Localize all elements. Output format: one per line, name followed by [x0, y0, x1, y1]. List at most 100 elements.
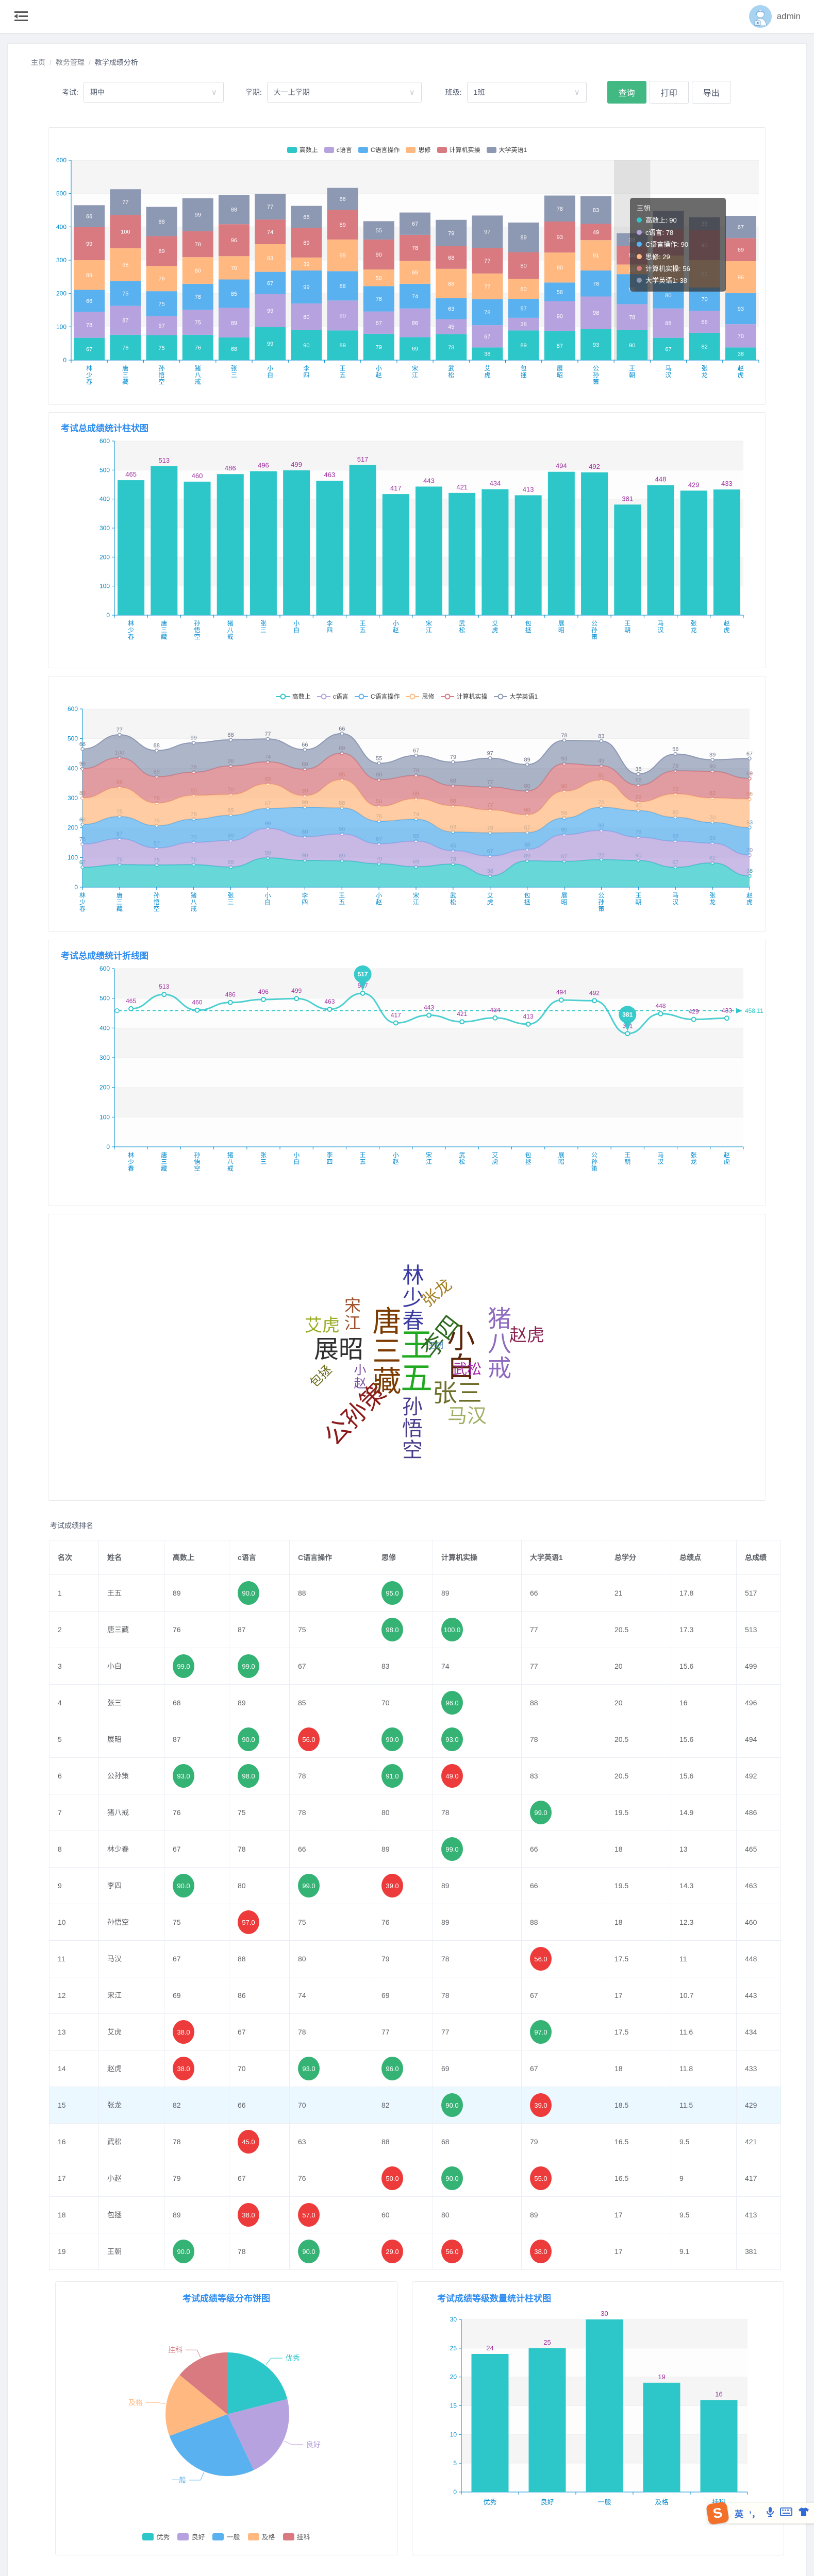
table-row[interactable]: 11 马汉 67 88 80 79 78 56.0 17.5 11 448 [49, 1940, 781, 1977]
table-row[interactable]: 15 张龙 82 66 70 82 90.0 39.0 18.5 11.5 429 [49, 2087, 781, 2124]
table-row[interactable]: 6 公孙策 93.0 98.0 78 91.0 49.0 83 20.5 15.6 492 [49, 1757, 781, 1794]
total-line-chart[interactable]: 0 100 200 300 400 500 600 458.11 465 513 460 486 496… [48, 961, 766, 1196]
svg-text:78: 78 [412, 245, 418, 251]
wordcloud-word: 公孙策 [319, 1379, 392, 1451]
grade-bar-chart[interactable]: 0510152025302425301916优秀良好一般及格挂科 [412, 2304, 784, 2538]
svg-text:小白: 小白 [293, 1151, 300, 1165]
legend-item[interactable]: 良好 [177, 2532, 205, 2541]
legend-item[interactable]: 一般 [212, 2532, 240, 2541]
semester-select[interactable]: 大一上学期 ∨ [267, 82, 422, 103]
svg-text:434: 434 [490, 480, 501, 487]
exam-select[interactable]: 期中 ∨ [83, 82, 224, 103]
table-row[interactable]: 18 包拯 89 38.0 57.0 60 80 89 17 9.5 413 [49, 2196, 781, 2233]
legend-item[interactable]: 大学英语1 [493, 692, 538, 701]
legend-item[interactable]: 计算机实操 [437, 145, 480, 154]
svg-text:496: 496 [258, 462, 269, 469]
bar-segment [182, 334, 213, 360]
svg-text:465: 465 [125, 470, 137, 478]
svg-text:97: 97 [484, 229, 490, 235]
legend-item[interactable]: c语言 [324, 145, 352, 154]
svg-text:417: 417 [390, 484, 402, 492]
avatar[interactable] [749, 5, 772, 28]
microphone-icon[interactable] [766, 2506, 774, 2520]
legend-item[interactable]: 思修 [406, 145, 431, 154]
table-row[interactable]: 13 艾虎 38.0 67 78 77 77 97.0 17.5 11.6 434 [49, 2013, 781, 2050]
table-row[interactable]: 2 唐三藏 76 87 75 98.0 100.0 77 20.5 17.3 513 [49, 1611, 781, 1648]
legend-item[interactable]: c语言 [317, 692, 348, 701]
breadcrumb-module[interactable]: 教务管理 [55, 58, 85, 66]
score-badge: 29.0 [381, 2240, 403, 2263]
svg-text:艾虎: 艾虎 [492, 1151, 498, 1165]
total-bar-chart[interactable]: 0 100 200 300 400 500 600 465 513 460 486 496 499 463… [48, 434, 766, 655]
column-header: 思修 [373, 1540, 433, 1575]
bar-segment [689, 311, 720, 333]
class-select[interactable]: 1班 ∨ [467, 82, 587, 103]
svg-text:王朝: 王朝 [624, 620, 630, 634]
table-row[interactable]: 16 武松 78 45.0 63 88 68 79 16.5 9.5 421 [49, 2123, 781, 2160]
legend-item[interactable]: 计算机实操 [440, 692, 488, 701]
ime-punctuation[interactable]: ’， [749, 2509, 760, 2519]
keyboard-icon[interactable] [779, 2507, 792, 2519]
mark-point [354, 965, 372, 983]
score-badge: 93.0 [298, 2057, 320, 2080]
table-row[interactable]: 7 猪八戒 76 75 78 80 78 99.0 19.5 14.9 486 [49, 1794, 781, 1831]
table-row[interactable]: 8 林少春 67 78 66 89 99.0 66 18 13 465 [49, 1831, 781, 1868]
legend-item[interactable]: C语言操作 [354, 692, 400, 701]
table-row[interactable]: 5 展昭 87 90.0 56.0 90.0 93.0 78 20.5 15.6 494 [49, 1721, 781, 1758]
export-button[interactable]: 导出 [691, 81, 731, 104]
student-wordcloud[interactable]: 王五 唐三藏 小白 展昭 公孙策 张三 猪八戒 李四 林少春 孙悟空 马汉 赵虎 艾虎 宋江 张龙 武松 小赵包… [48, 1214, 766, 1500]
subject-area-chart[interactable]: 0100200300400500600677675766899908979697… [48, 701, 766, 922]
table-row[interactable]: 3 小白 99.0 99.0 67 83 74 77 20 15.6 499 [49, 1648, 781, 1685]
table-row[interactable]: 9 李四 90.0 80 99.0 39.0 89 66 19.5 14.3 463 [49, 1867, 781, 1904]
bar-segment [508, 222, 539, 252]
table-row[interactable]: 4 张三 68 89 85 70 96.0 88 20 16 496 [49, 1684, 781, 1721]
table-body: 1 王五 89 90.0 88 95.0 89 66 21 17.8 517 2 唐三藏 76 87 75 98… [49, 1574, 781, 2270]
legend-item[interactable]: C语言操作 [358, 145, 400, 154]
wordcloud-word: 包拯 [307, 1363, 335, 1391]
bar [382, 494, 409, 615]
svg-text:417: 417 [391, 1012, 401, 1019]
score-badge: 57.0 [238, 1910, 259, 1934]
table-row[interactable]: 17 小赵 79 67 76 50.0 90.0 55.0 16.5 9 417 [49, 2160, 781, 2197]
legend-item[interactable]: 优秀 [142, 2532, 170, 2541]
svg-text:10: 10 [450, 2431, 457, 2438]
sidebar-collapse-icon[interactable] [13, 10, 29, 23]
user-box[interactable]: admin [749, 5, 801, 28]
svg-text:413: 413 [523, 1013, 534, 1020]
legend-item[interactable]: 大学英语1 [486, 145, 527, 154]
table-row[interactable]: 1 王五 89 90.0 88 95.0 89 66 21 17.8 517 [49, 1574, 781, 1612]
sogou-logo-icon[interactable]: S [706, 2501, 729, 2525]
legend-item[interactable]: 挂科 [283, 2532, 310, 2541]
legend-item[interactable]: 高数上 [287, 145, 318, 154]
svg-text:448: 448 [655, 1003, 666, 1010]
table-row[interactable]: 14 赵虎 38.0 70 93.0 96.0 69 67 18 11.8 433 [49, 2050, 781, 2087]
table-row[interactable]: 19 王朝 90.0 78 90.0 29.0 56.0 38.0 17 9.1 381 [49, 2233, 781, 2270]
bar-segment [436, 246, 467, 269]
ime-lang-toggle[interactable]: 英 [735, 2509, 743, 2519]
breadcrumb-home[interactable]: 主页 [31, 58, 45, 66]
svg-text:517: 517 [358, 971, 368, 978]
svg-text:300: 300 [68, 794, 78, 802]
query-button[interactable]: 查询 [607, 81, 646, 104]
bar [528, 2348, 566, 2492]
skin-tshirt-icon[interactable] [798, 2507, 809, 2519]
legend-item[interactable]: 高数上 [276, 692, 311, 701]
bar-segment [110, 281, 141, 306]
legend-item[interactable]: 及格 [247, 2532, 275, 2541]
score-table: 名次 姓名 高数上 c语言 C语言操作 思修 计算机实操 大学英语1 总学分 总绩点 总成绩 1 王五… [49, 1540, 781, 2270]
svg-text:83: 83 [267, 256, 273, 262]
svg-text:99: 99 [86, 241, 92, 247]
bar-segment [291, 330, 322, 360]
print-button[interactable]: 打印 [649, 81, 689, 104]
table-row[interactable]: 10 孙悟空 75 57.0 75 76 89 88 18 12.3 460 [49, 1904, 781, 1941]
bar-segment [617, 304, 648, 330]
svg-text:公孙策: 公孙策 [591, 1151, 597, 1172]
legend-item[interactable]: 思修 [406, 692, 435, 701]
svg-text:0: 0 [106, 612, 110, 619]
svg-text:王五: 王五 [360, 1151, 366, 1165]
table-row[interactable]: 12 宋江 69 86 74 69 78 67 17 10.7 443 [49, 1977, 781, 2014]
subject-stacked-bar-chart[interactable]: 0 100 200 300 400 500 600 67 78 66 89 99 66 76 87 75 98 1… [48, 154, 766, 396]
ime-toolbar[interactable]: S 英 ’， [706, 2501, 814, 2525]
svg-text:80: 80 [195, 268, 201, 274]
